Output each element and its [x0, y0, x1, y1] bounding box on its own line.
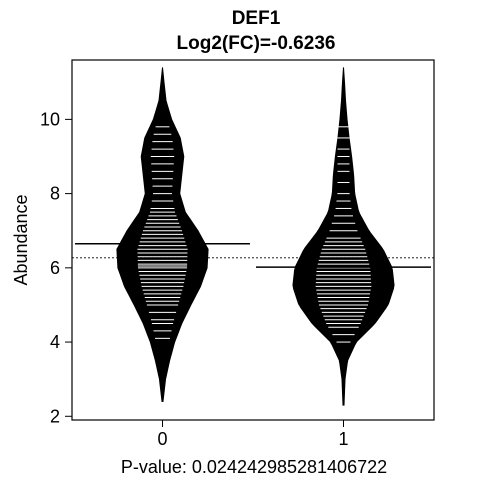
y-tick-label-6: 6 [50, 258, 60, 278]
y-tick-label-2: 2 [50, 406, 60, 426]
x-axis-label: P-value: 0.024242985281406722 [121, 457, 387, 477]
beans-group [116, 67, 395, 406]
bean-1 [292, 67, 395, 406]
y-tick-label-8: 8 [50, 184, 60, 204]
y-axis-label: Abundance [11, 194, 31, 285]
overlay-group [72, 242, 434, 268]
y-tick-label-10: 10 [40, 109, 60, 129]
x-tick-label-0: 0 [157, 429, 167, 449]
y-tick-label-4: 4 [50, 332, 60, 352]
plot-frame [71, 59, 435, 421]
chart-title: DEF1 [232, 8, 281, 29]
x-tick-label-1: 1 [338, 429, 348, 449]
y-axis: 2 4 6 8 10 [40, 109, 72, 426]
chart-subtitle: Log2(FC)=-0.6236 [177, 33, 336, 54]
